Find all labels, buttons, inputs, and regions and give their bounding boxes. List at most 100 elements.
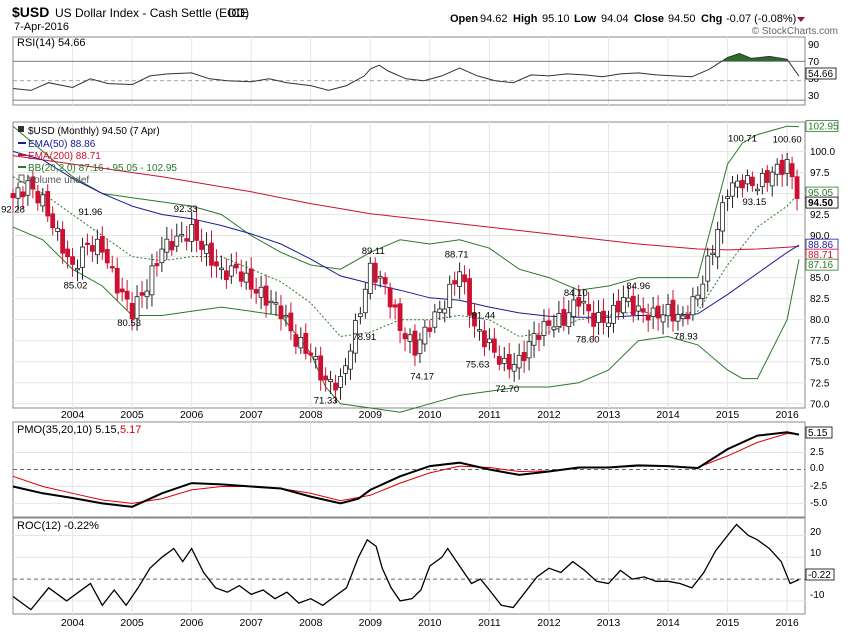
candle-body — [721, 203, 725, 231]
candle-body — [289, 313, 293, 331]
price-tick-label: 77.5 — [810, 336, 830, 347]
candle-body — [448, 284, 452, 307]
candle-body — [358, 314, 362, 317]
price-annotation: 75.63 — [466, 359, 490, 370]
rsi-label: RSI(14) 54.66 — [17, 37, 85, 49]
candle-body — [726, 197, 730, 199]
price-annotation: 78.91 — [352, 332, 376, 343]
x-axis-label-2005: 2005 — [120, 409, 144, 421]
x-axis-label-2014: 2014 — [656, 409, 680, 421]
candle-body — [755, 189, 759, 191]
candle-body — [562, 309, 566, 325]
candle-body — [671, 300, 675, 321]
candle-body — [304, 333, 308, 353]
candle-body — [606, 323, 610, 327]
candle-body — [41, 195, 45, 206]
candle-body — [334, 383, 338, 390]
candle-body — [249, 269, 253, 289]
candle-body — [497, 356, 501, 364]
x-axis-label-2011: 2011 — [478, 409, 501, 421]
x-axis-label-2016: 2016 — [775, 409, 799, 421]
candle-body — [224, 271, 228, 280]
candle-body — [443, 309, 447, 313]
candle-body — [616, 301, 620, 312]
candle-body — [492, 339, 496, 352]
candle-body — [329, 379, 333, 381]
candle-body — [279, 306, 283, 319]
candle-body — [343, 366, 347, 374]
candle-body — [770, 172, 774, 186]
candle-body — [205, 245, 209, 253]
candle-body — [641, 309, 645, 312]
candle-body — [165, 239, 169, 252]
legend-price: $USD (Monthly) 94.50 (7 Apr) — [28, 126, 160, 137]
candle-body — [453, 281, 457, 284]
chg-value: -0.07 (-0.08%) — [726, 13, 796, 25]
chg-label: Chg — [701, 13, 722, 25]
x-axis-label-2009: 2009 — [359, 617, 383, 629]
candle-body — [61, 229, 65, 253]
x-axis-label-2008: 2008 — [299, 617, 323, 629]
x-axis-label-2007: 2007 — [240, 617, 264, 629]
candle-body — [532, 334, 536, 346]
candle-body — [388, 288, 392, 307]
candle-body — [66, 249, 70, 257]
candle-body — [433, 312, 437, 327]
price-tick-label: 85.0 — [810, 273, 830, 284]
candle-body — [681, 316, 685, 319]
price-tick-label: 70.0 — [810, 399, 830, 410]
pmo-current-tag: 5.15 — [806, 427, 832, 439]
candle-body — [269, 301, 273, 303]
x-axis-label-2006: 2006 — [180, 409, 204, 421]
candle-body — [626, 298, 630, 301]
candle-body — [120, 289, 124, 292]
candle-body — [458, 272, 462, 287]
x-axis-label-2004: 2004 — [61, 409, 85, 421]
candle-body — [393, 305, 397, 307]
candle-body — [324, 376, 328, 380]
candle-body — [507, 354, 511, 369]
price-annotation: 100.71 — [728, 133, 757, 144]
candle-body — [214, 262, 218, 266]
exchange: ICE — [228, 6, 248, 20]
candle-body — [309, 353, 313, 355]
candle-body — [71, 257, 75, 265]
price-annotation: 88.71 — [445, 249, 469, 260]
candle-body — [646, 315, 650, 320]
candle-body — [383, 278, 387, 284]
candle-body — [731, 183, 735, 196]
rsi-current-value: 54.66 — [808, 69, 833, 80]
price-tick-label: 97.5 — [810, 168, 830, 179]
candle-body — [587, 305, 591, 311]
price-annotation: 84.10 — [564, 288, 588, 299]
candle-body — [85, 243, 89, 245]
candle-body — [135, 297, 139, 319]
candle-body — [716, 229, 720, 256]
low-label: Low — [574, 13, 596, 25]
symbol: $USD — [12, 4, 49, 20]
price-right-label: 102.95 — [808, 122, 839, 133]
candle-body — [368, 263, 372, 293]
candle-body — [398, 304, 402, 331]
candle-body — [676, 314, 680, 321]
open-label: Open — [450, 13, 478, 25]
candle-body — [185, 239, 189, 242]
candle-body — [140, 293, 144, 296]
chart-date: 7-Apr-2016 — [14, 21, 69, 33]
candle-body — [259, 287, 263, 297]
pmo-panel: PMO(35,20,10) 5.15, 5.17 2.5 0.0 -2.5 -5… — [13, 422, 832, 517]
candle-body — [209, 243, 213, 265]
x-axis-label-2010: 2010 — [418, 617, 442, 629]
candle-body — [517, 355, 521, 368]
candle-body — [51, 214, 55, 228]
x-axis-label-2015: 2015 — [716, 617, 740, 629]
x-axis-label-2009: 2009 — [359, 409, 383, 421]
pmo-tick-0: 0.0 — [810, 463, 824, 474]
candle-body — [403, 334, 407, 339]
x-axis-label-2015: 2015 — [716, 409, 740, 421]
candle-body — [522, 352, 526, 360]
candle-body — [686, 315, 690, 319]
candle-body — [150, 266, 154, 295]
